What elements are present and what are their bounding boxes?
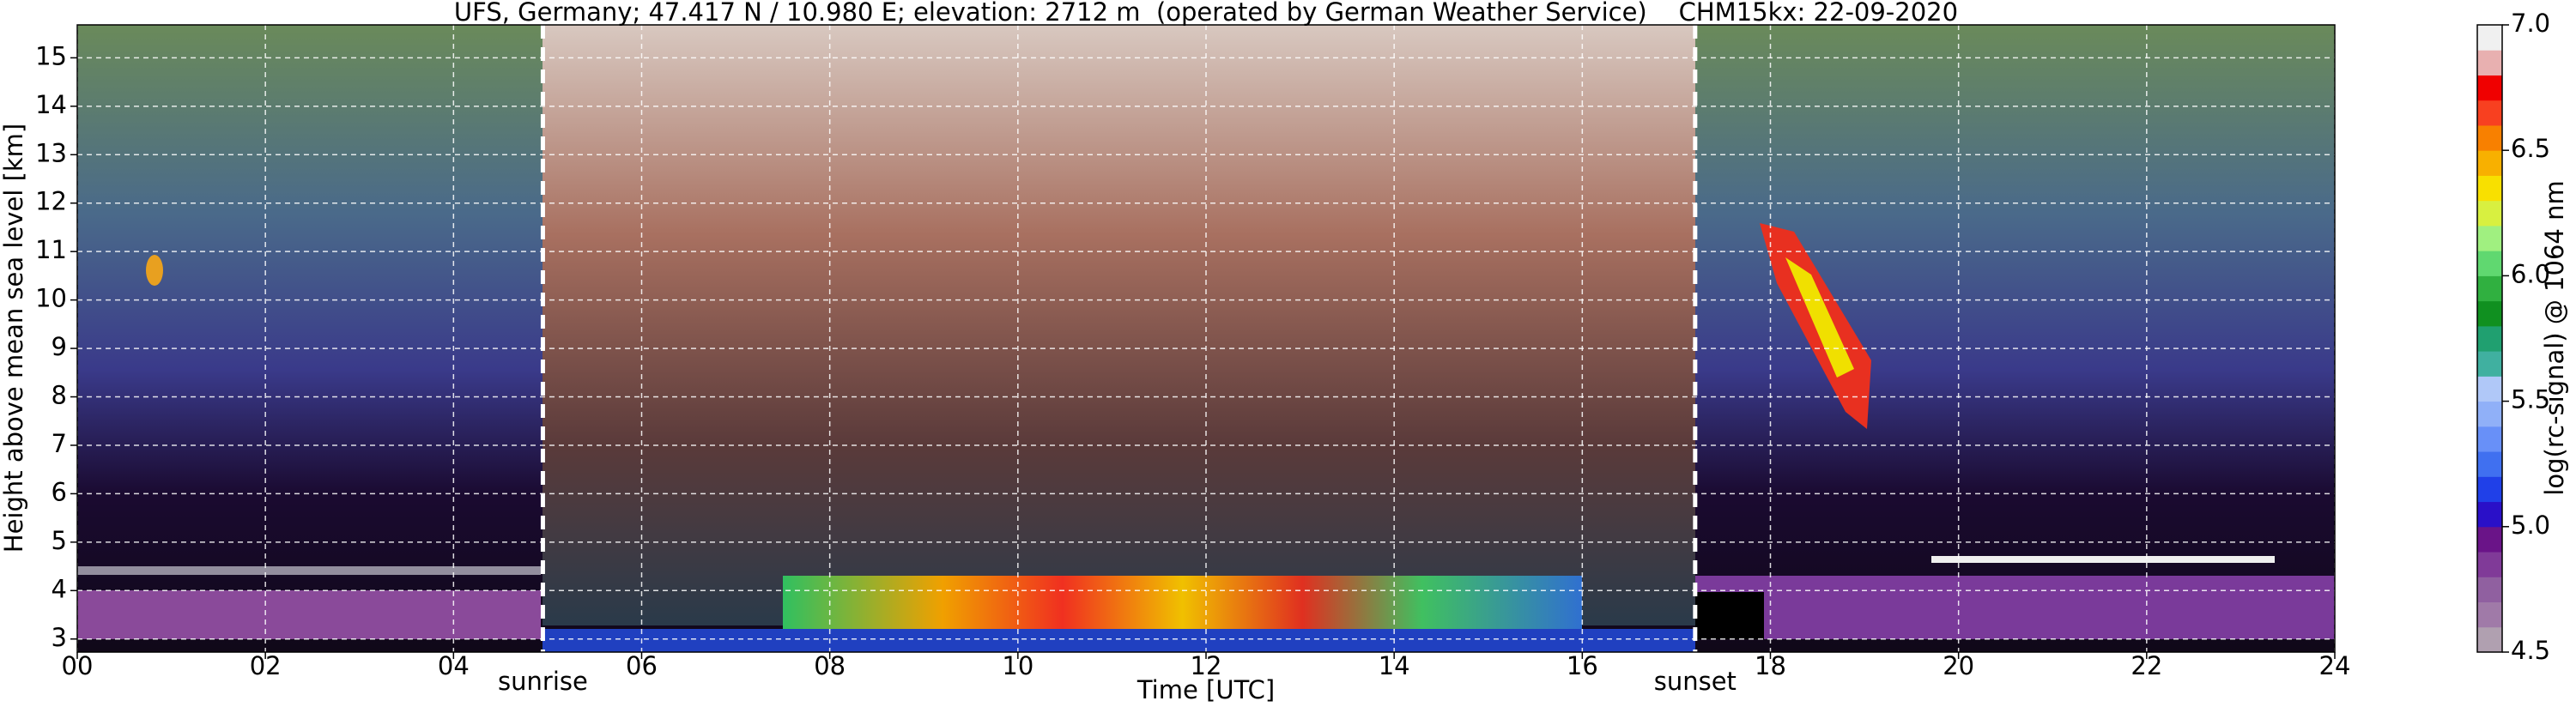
daytime-layer [783,576,1582,629]
colorbar-swatch [2477,426,2502,452]
colorbar-swatch [2477,577,2502,603]
colorbar-tick-label: 6.5 [2511,134,2550,163]
colorbar-swatch [2477,601,2502,628]
y-tick-label: 3 [52,623,67,652]
cloud-layer [1931,556,2275,563]
y-tick-label: 5 [52,526,67,555]
colorbar-tick-label: 5.0 [2511,511,2550,540]
colorbar-swatch [2477,175,2502,202]
colorbar-label: log(rc-signal) @ 1064 nm [2540,180,2569,495]
cloud-layer [77,566,541,575]
colorbar-tick-label: 4.5 [2511,636,2550,665]
x-tick-label: 02 [250,651,282,680]
colorbar-tick-label: 5.5 [2511,385,2550,414]
colorbar-swatch [2477,476,2502,503]
y-tick-label: 13 [35,138,67,167]
daylight-signal [542,25,1695,625]
colorbar-swatch [2477,626,2502,653]
colorbar-swatch [2477,25,2502,51]
x-axis-label: Time [UTC] [1136,675,1275,704]
colorbar-swatch [2477,150,2502,176]
chart-title: UFS, Germany; 47.417 N / 10.980 E; eleva… [454,0,1958,27]
x-tick-label: 10 [1002,651,1033,680]
colorbar-swatch [2477,501,2502,528]
colorbar-swatch [2477,124,2502,151]
y-tick-label: 6 [52,477,67,506]
colorbar-swatch [2477,376,2502,402]
surface-layer [542,629,1695,652]
annotation-label: sunrise [498,667,588,696]
y-tick-label: 10 [35,284,67,313]
colorbar-swatch [2477,526,2502,553]
x-tick-label: 00 [62,651,94,680]
plot-frame [76,24,2336,653]
y-tick-label: 15 [35,41,67,70]
y-axis-label: Height above mean sea level [km] [0,124,28,553]
colorbar-swatch [2477,75,2502,101]
x-tick-label: 16 [1567,651,1598,680]
colorbar-frame [2476,24,2503,653]
x-tick-label: 08 [814,651,846,680]
colorbar-tick-label: 6.0 [2511,259,2550,288]
annotation-label: sunset [1654,667,1737,696]
colorbar-swatch [2477,351,2502,377]
colorbar-swatch [2477,251,2502,276]
colorbar-swatch [2477,50,2502,76]
y-tick-label: 7 [52,429,67,458]
y-tick-label: 12 [35,187,67,216]
colorbar-swatch [2477,300,2502,327]
colorbar-swatch [2477,225,2502,251]
signal-gap [1695,592,1764,639]
x-tick-label: 18 [1755,651,1786,680]
colorbar-swatch [2477,451,2502,477]
x-tick-label: 20 [1943,651,1974,680]
x-tick-label: 04 [438,651,470,680]
colorbar-swatch [2477,200,2502,227]
boundary-layer [77,590,541,639]
colorbar-swatch [2477,552,2502,577]
x-tick-label: 22 [2131,651,2162,680]
y-tick-label: 11 [35,235,67,264]
colorbar-swatch [2477,401,2502,427]
colorbar-swatch [2477,275,2502,302]
y-tick-label: 4 [52,574,67,603]
y-tick-label: 8 [52,381,67,410]
colorbar-swatch [2477,100,2502,126]
x-tick-label: 14 [1379,651,1410,680]
y-tick-label: 9 [52,332,67,361]
x-tick-label: 24 [2319,651,2351,680]
colorbar-tick-label: 7.0 [2511,9,2550,38]
colorbar-swatch [2477,325,2502,352]
cirrus-cloud [146,255,163,286]
night-layer [1695,576,2335,639]
y-tick-label: 14 [35,90,67,119]
x-tick-label: 12 [1191,651,1222,680]
cirrus-cloud [1785,257,1854,378]
x-tick-label: 06 [626,651,658,680]
